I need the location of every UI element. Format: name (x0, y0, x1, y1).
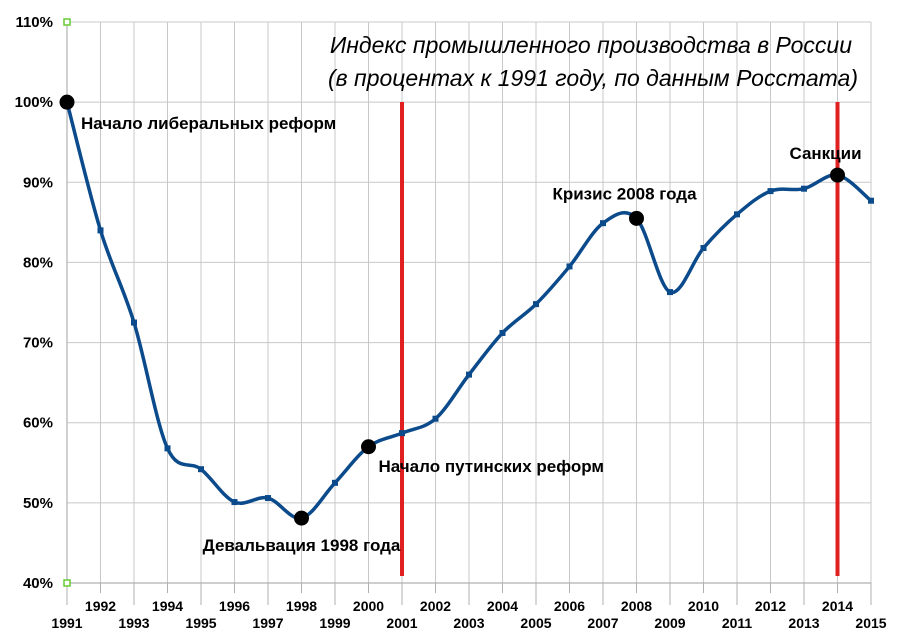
annotation-label: Кризис 2008 года (552, 184, 697, 203)
series-line (65, 100, 873, 520)
x-tick-label: 2001 (386, 615, 417, 631)
data-point (499, 329, 506, 336)
x-tick-label: 1995 (185, 615, 216, 631)
event-lines (400, 102, 840, 576)
annotation-label: Начало путинских реформ (379, 457, 605, 476)
x-tick-label: 2015 (855, 615, 886, 631)
grid (66, 21, 872, 584)
annotation-dot (830, 167, 845, 183)
data-point (700, 245, 707, 252)
data-point (734, 211, 740, 218)
y-tick-label: 40% (23, 575, 53, 592)
y-tick-label: 110% (15, 14, 53, 31)
annotation-dot (59, 94, 75, 110)
x-tick-label: 1991 (51, 615, 82, 631)
data-point (868, 197, 874, 204)
y-tick-label: 80% (23, 254, 53, 271)
axis-handle (63, 579, 71, 587)
annotation-dot (629, 210, 644, 226)
x-tick-label: 1992 (85, 598, 116, 614)
data-point (767, 188, 774, 195)
data-point (164, 445, 171, 452)
x-tick-label: 2011 (722, 615, 753, 631)
x-tick-label: 2000 (353, 598, 384, 614)
x-tick-label: 2008 (621, 598, 652, 614)
x-tick-label: 1994 (152, 598, 183, 614)
x-tick-label: 2012 (755, 598, 786, 614)
annotation-label: Девальвация 1998 года (203, 536, 401, 555)
x-tick-label: 2004 (487, 598, 518, 614)
data-point (533, 301, 539, 308)
data-point (131, 319, 137, 326)
x-tick-label: 2009 (654, 615, 685, 631)
data-point (801, 185, 807, 192)
x-tick-labels: 1991199219931994199519961997199819992000… (51, 598, 886, 631)
y-tick-label: 90% (23, 174, 53, 191)
data-point (198, 466, 204, 473)
x-tick-label: 1993 (118, 615, 149, 631)
annotation-label: Санкции (789, 144, 861, 163)
y-tick-labels: 40% 50% 60% 70% 80% 90% 100% 110% (15, 14, 53, 592)
x-tick-label: 1998 (286, 598, 317, 614)
data-point (466, 371, 472, 378)
annotation-label: Начало либеральных реформ (81, 114, 336, 133)
annotations: Начало либеральных реформ Девальвация 199… (59, 94, 862, 555)
x-tick-label: 2014 (822, 598, 853, 614)
axes (63, 18, 872, 605)
x-tick-label: 1997 (252, 615, 283, 631)
data-point (600, 220, 606, 227)
x-tick-label: 1996 (219, 598, 250, 614)
data-point (265, 495, 271, 502)
axis-handle (63, 18, 71, 26)
data-point (667, 289, 673, 296)
x-tick-label: 2003 (453, 615, 484, 631)
y-tick-label: 50% (23, 495, 53, 512)
x-tick-label: 2002 (420, 598, 451, 614)
chart-title: Индекс промышленного производства в Росс… (330, 32, 852, 58)
x-tick-label: 2005 (520, 615, 551, 631)
data-point (432, 415, 439, 422)
y-tick-label: 70% (23, 335, 53, 352)
data-point (566, 263, 573, 270)
data-point (399, 430, 405, 437)
data-point (231, 499, 238, 506)
y-tick-label: 100% (15, 94, 53, 111)
x-tick-label: 2010 (688, 598, 719, 614)
x-tick-label: 1999 (319, 615, 350, 631)
chart-subtitle: (в процентах к 1991 году, по данным Росс… (328, 65, 858, 91)
data-point (332, 479, 338, 486)
annotation-dot (361, 439, 376, 455)
y-tick-label: 60% (23, 415, 53, 432)
x-tick-label: 2013 (788, 615, 819, 631)
x-tick-label: 2007 (587, 615, 618, 631)
data-point (97, 227, 104, 234)
x-tick-label: 2006 (554, 598, 585, 614)
annotation-dot (294, 510, 309, 526)
